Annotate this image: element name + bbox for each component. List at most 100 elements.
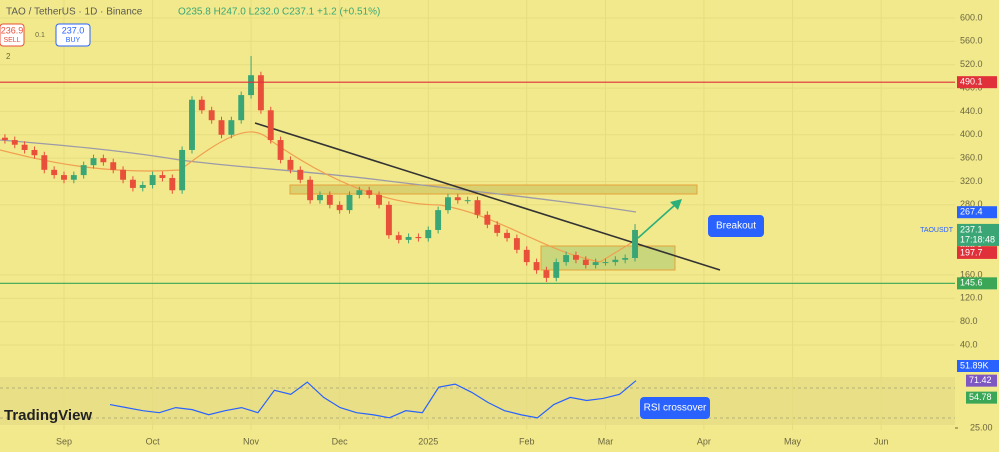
resistance-zone xyxy=(289,184,698,195)
candle-body xyxy=(425,229,432,239)
price-tag xyxy=(957,76,997,89)
y-tick-label: 560.0 xyxy=(960,36,983,46)
price-tag xyxy=(957,277,997,290)
rsi xyxy=(109,380,637,419)
candle-body xyxy=(287,159,294,170)
candle-body xyxy=(592,262,599,266)
y-tick-label: 25.00 xyxy=(970,422,993,432)
candle-body xyxy=(632,229,638,258)
candle-body xyxy=(513,238,520,250)
candle-body xyxy=(61,175,67,180)
candle-body xyxy=(317,194,323,201)
candle-body xyxy=(198,99,205,111)
candle-body xyxy=(149,175,156,186)
candle-body xyxy=(179,149,186,191)
moving-average xyxy=(0,139,637,213)
price-tag xyxy=(957,206,997,219)
sell-price: 236.9 xyxy=(1,25,24,35)
rsi-pane xyxy=(0,377,955,425)
candle-body xyxy=(563,255,570,263)
candle-body xyxy=(51,169,58,176)
buy-price: 237.0 xyxy=(62,25,85,35)
symbol-tag: TAOUSDT xyxy=(920,227,954,234)
candle-body xyxy=(277,140,284,160)
pane-number: 2 xyxy=(6,52,11,61)
axis: 600.0560.0520.0480.0440.0400.0360.0320.0… xyxy=(0,12,999,446)
ohlc: O235.8 H247.0 L232.0 C237.1 +1.2 (+0.51%… xyxy=(178,7,380,18)
candle-body xyxy=(523,249,530,263)
symbol: TAO / TetherUS · 1D · Binance xyxy=(6,7,143,18)
candle-body xyxy=(533,262,540,271)
candle-body xyxy=(70,175,77,180)
sell-label: SELL xyxy=(3,37,20,44)
candle-body xyxy=(41,155,48,170)
annotation-box xyxy=(708,215,764,237)
candle-body xyxy=(100,158,107,163)
candle-body xyxy=(366,190,373,195)
candle-body xyxy=(435,210,442,230)
buy-button[interactable] xyxy=(55,23,91,47)
candle-body xyxy=(484,214,491,225)
rsi-line xyxy=(109,380,637,419)
candle-body xyxy=(169,177,176,191)
candle-body xyxy=(257,75,264,111)
candle-body xyxy=(189,99,195,150)
countdown: 17:18:48 xyxy=(960,234,995,244)
candle-body xyxy=(307,179,314,201)
candle-body xyxy=(297,169,304,180)
arrow-head xyxy=(670,199,682,210)
candle-body xyxy=(395,235,402,240)
price-tag xyxy=(966,391,997,404)
price-tag xyxy=(957,360,999,372)
annotation: Breakout xyxy=(716,221,756,232)
candle-body xyxy=(405,236,412,240)
price-tag-label: 145.6 xyxy=(960,278,983,288)
y-tick-label: 40.0 xyxy=(960,339,978,349)
price-tag xyxy=(957,223,999,246)
candle-body xyxy=(356,190,363,195)
candle-body xyxy=(543,270,550,278)
candle-body xyxy=(464,200,471,202)
candle-body xyxy=(602,262,609,264)
price-tag-label: 490.1 xyxy=(960,77,983,87)
price-tag-label: 197.7 xyxy=(960,247,983,257)
buy-label: BUY xyxy=(66,37,81,44)
price-tag-label: 237.1 xyxy=(960,224,983,234)
rsi-tag-label: 71.42 xyxy=(969,375,992,385)
candle-body xyxy=(415,236,422,239)
candle-body xyxy=(612,259,619,263)
candle-body xyxy=(504,232,510,239)
x-tick-label: Oct xyxy=(146,436,161,446)
candle-body xyxy=(336,204,343,211)
x-tick-label: Sep xyxy=(56,436,72,446)
grid xyxy=(0,0,955,430)
x-tick-label: Nov xyxy=(243,436,260,446)
y-tick-label: 520.0 xyxy=(960,59,983,69)
candle-body xyxy=(228,120,235,135)
candle-body xyxy=(90,158,97,166)
candle-body xyxy=(129,179,136,188)
y-tick-label: 160.0 xyxy=(960,269,983,279)
x-tick-label: May xyxy=(784,436,802,446)
y-tick-label: 600.0 xyxy=(960,12,983,22)
candle-body xyxy=(218,120,225,135)
sell-button[interactable] xyxy=(0,23,25,47)
candle-body xyxy=(454,197,461,201)
price-tag-label: 267.4 xyxy=(960,207,983,217)
x-tick-label: Jun xyxy=(874,436,889,446)
y-tick-label: 440.0 xyxy=(960,106,983,116)
candle-body xyxy=(385,204,392,236)
x-tick-label: Dec xyxy=(332,436,349,446)
volume-label: 51.89K xyxy=(960,360,989,370)
trendline xyxy=(254,122,721,271)
candle-body xyxy=(474,200,481,215)
price-tag xyxy=(966,374,997,387)
candle-body xyxy=(582,259,589,266)
annotation-box xyxy=(640,397,710,419)
candle-body xyxy=(139,185,146,188)
price-tag xyxy=(957,246,997,259)
candle-body xyxy=(445,197,451,211)
candle-body xyxy=(494,224,501,233)
